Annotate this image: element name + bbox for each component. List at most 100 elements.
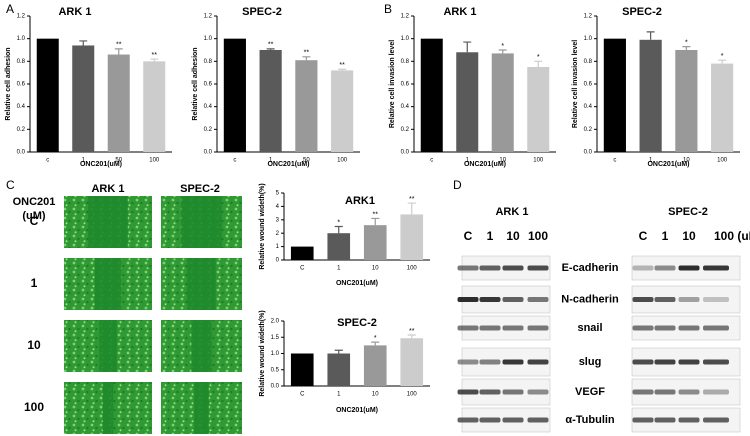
blot-band: [457, 389, 479, 395]
y-tick-label: 0.2: [584, 127, 593, 133]
x-tick-label: 10: [499, 158, 506, 164]
y-tick-label: 1.2: [584, 14, 593, 20]
bar: [327, 353, 351, 386]
protein-label: α-Tubulin: [565, 414, 615, 426]
column-title: SPEC-2: [180, 183, 220, 195]
bar: [711, 63, 734, 152]
blot-band: [527, 359, 549, 365]
x-tick-label: c: [233, 158, 236, 164]
significance: **: [409, 196, 415, 203]
blot-band: [479, 417, 501, 423]
blot-band: [502, 417, 524, 423]
x-axis-label: ONC201(uM): [464, 161, 506, 168]
bar: [259, 50, 282, 152]
blot-band: [502, 359, 524, 365]
chart-title: SPEC-2: [622, 6, 662, 18]
lane-label: 10: [506, 229, 520, 243]
blot-band: [479, 325, 501, 331]
bar: [363, 225, 387, 260]
blot-band: [527, 325, 549, 331]
chart-title: ARK1: [345, 195, 375, 207]
error-bar: [302, 56, 311, 61]
x-axis-label: ONC201(uM): [336, 280, 378, 287]
x-tick-label: 1: [337, 266, 341, 272]
blot-band: [632, 389, 654, 395]
y-axis-label: Relative wound wideth(%): [259, 310, 266, 396]
significance: *: [721, 53, 724, 60]
x-tick-label: 1: [82, 158, 86, 164]
x-tick-label: 10: [372, 392, 379, 398]
y-tick-label: 0.6: [401, 82, 410, 88]
y-tick-label: 0.4: [17, 104, 26, 110]
bar: [363, 345, 387, 386]
bar: [295, 60, 318, 153]
blot-band: [457, 417, 479, 423]
blot-band: [632, 265, 654, 271]
y-tick-label: 0.2: [401, 127, 410, 133]
error-bar: [646, 31, 655, 40]
error-bar: [463, 41, 472, 53]
bar: [456, 52, 479, 153]
bar: [290, 353, 314, 386]
y-tick-label: 1: [276, 244, 280, 250]
error-bar: [114, 48, 123, 55]
y-tick-label: 0.5: [271, 367, 280, 373]
x-tick-label: 10: [372, 266, 379, 272]
blot-band: [479, 265, 501, 271]
y-tick-label: 0.8: [401, 59, 410, 65]
wound-gap: [94, 258, 122, 310]
blot-band: [654, 325, 676, 331]
error-bar: [334, 225, 343, 234]
y-axis-label: Relative wound wideth(%): [259, 183, 266, 269]
blot-band: [502, 265, 524, 271]
significance: **: [268, 42, 274, 49]
wound-gap: [102, 382, 114, 434]
x-tick-label: 100: [533, 158, 544, 164]
blot-band: [479, 389, 501, 395]
y-tick-label: 1.0: [584, 36, 593, 42]
row-title: (uM): [22, 210, 46, 222]
y-tick-label: 0.8: [584, 59, 593, 65]
y-axis-label: Relative cell adhesion: [192, 47, 199, 120]
x-tick-label: 1: [649, 158, 653, 164]
blot-band: [527, 417, 549, 423]
significance: **: [116, 42, 122, 49]
blot-band: [678, 265, 700, 271]
y-tick-label: 1.5: [271, 335, 280, 341]
column-title: ARK 1: [91, 183, 124, 195]
protein-label: N-cadherin: [561, 293, 619, 305]
blot-band: [678, 417, 700, 423]
blot-band: [632, 297, 654, 302]
y-tick-label: 0.6: [204, 82, 213, 88]
error-bar: [682, 46, 691, 50]
protein-label: VEGF: [575, 386, 605, 398]
lane-label: C: [639, 229, 648, 243]
panel-letter: D: [453, 178, 462, 192]
x-tick-label: 1: [269, 158, 273, 164]
y-tick-label: 1.0: [401, 36, 410, 42]
blot-band: [527, 297, 549, 302]
x-tick-label: 10: [683, 158, 690, 164]
bar: [36, 38, 59, 152]
blot-band: [703, 359, 729, 365]
blot-band: [632, 417, 654, 423]
blot-band: [654, 389, 676, 395]
cell-line-title: SPEC-2: [668, 206, 708, 218]
error-bar: [534, 60, 543, 67]
x-tick-label: c: [430, 158, 433, 164]
blot-band: [703, 389, 729, 395]
bar: [223, 38, 246, 152]
blot-band: [457, 359, 479, 365]
y-tick-label: 0.0: [584, 150, 593, 156]
chart-title: ARK 1: [58, 6, 91, 18]
x-tick-label: 1: [466, 158, 470, 164]
wound-gap: [187, 258, 216, 310]
blot-band: [703, 417, 729, 423]
y-tick-label: 0.2: [17, 127, 26, 133]
wound-gap: [181, 196, 222, 248]
y-tick-label: 1.0: [17, 36, 26, 42]
x-axis-label: ONC201(uM): [647, 161, 689, 168]
significance: *: [374, 335, 377, 342]
x-tick-label: c: [613, 158, 616, 164]
